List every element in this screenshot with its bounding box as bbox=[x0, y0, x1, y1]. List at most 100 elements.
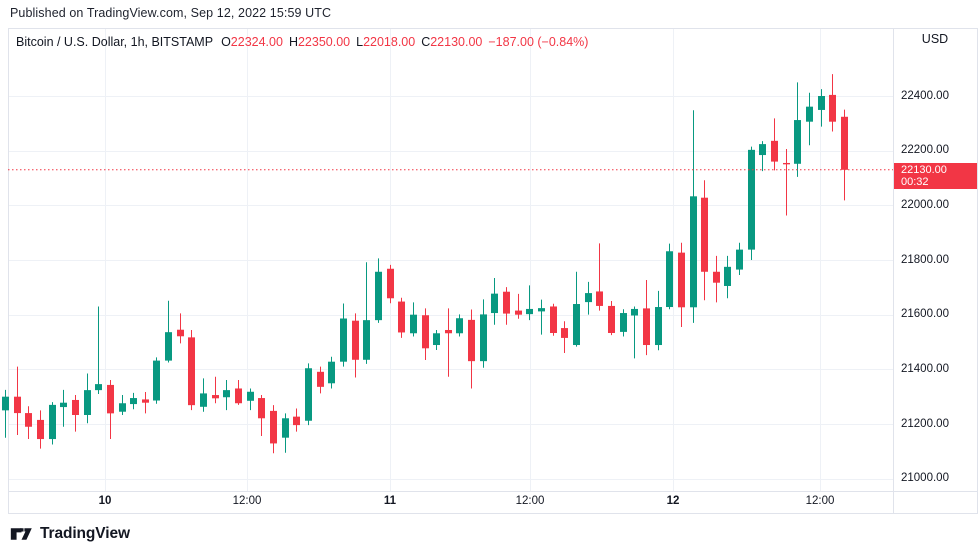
candle-body bbox=[410, 314, 417, 334]
legend-symbol: Bitcoin / U.S. Dollar, 1h, BITSTAMP bbox=[16, 35, 214, 49]
candle-body bbox=[293, 416, 300, 426]
candle-body bbox=[165, 332, 172, 361]
candle-body bbox=[456, 318, 463, 334]
candle-body bbox=[480, 314, 487, 362]
time-tick-label: 12:00 bbox=[232, 495, 262, 507]
candle-body bbox=[177, 329, 184, 337]
candle-body bbox=[608, 305, 615, 333]
candle-body bbox=[783, 162, 790, 165]
candle-body bbox=[340, 318, 347, 362]
candle-body bbox=[736, 249, 743, 270]
time-tick-label: 10 bbox=[98, 495, 112, 507]
candle-body bbox=[387, 268, 394, 299]
candle-body bbox=[503, 291, 510, 314]
candle-body bbox=[713, 271, 720, 283]
candle-body bbox=[247, 391, 254, 401]
candle-body bbox=[282, 418, 289, 438]
time-tick-label: 12 bbox=[666, 495, 680, 507]
candle-body bbox=[585, 293, 592, 303]
candle-body bbox=[433, 333, 440, 346]
chart-legend: Bitcoin / U.S. Dollar, 1h, BITSTAMP O2232… bbox=[16, 35, 588, 51]
candle-body bbox=[678, 252, 685, 308]
candle-body bbox=[14, 396, 21, 414]
candle-body bbox=[95, 384, 102, 391]
candle-body bbox=[468, 319, 475, 362]
candle-body bbox=[759, 144, 766, 156]
candle-body bbox=[748, 149, 755, 250]
candle-body bbox=[375, 271, 382, 321]
candle-body bbox=[538, 308, 545, 312]
badge-countdown: 00:32 bbox=[901, 175, 929, 188]
candle-body bbox=[573, 304, 580, 346]
candle-body bbox=[119, 403, 126, 412]
candle-body bbox=[153, 360, 160, 401]
candle-body bbox=[398, 301, 405, 333]
candle-body bbox=[188, 337, 195, 406]
candle-body bbox=[352, 320, 359, 360]
candle-body bbox=[806, 106, 813, 122]
candle-body bbox=[701, 197, 708, 272]
legend-ohlc-item: H22350.00 bbox=[288, 35, 351, 49]
candle-body bbox=[49, 404, 56, 440]
candle-body bbox=[596, 291, 603, 306]
time-tick-label: 11 bbox=[383, 495, 397, 507]
candle-body bbox=[445, 329, 452, 334]
candle-body bbox=[317, 371, 324, 387]
candle-body bbox=[829, 94, 836, 122]
published-bar-text: Published on TradingView.com, Sep 12, 20… bbox=[10, 6, 332, 20]
candle-body bbox=[631, 308, 638, 316]
price-tick-label: 21200.00 bbox=[901, 417, 949, 430]
tradingview-logo[interactable]: TradingView bbox=[10, 524, 130, 544]
candle-body bbox=[771, 140, 778, 162]
price-tick-label: 22200.00 bbox=[901, 144, 949, 157]
candle-body bbox=[25, 413, 32, 427]
candle-body bbox=[655, 307, 662, 346]
candle-body bbox=[515, 310, 522, 315]
candle-body bbox=[305, 368, 312, 421]
candle-body bbox=[491, 293, 498, 314]
candle-body bbox=[724, 266, 731, 286]
candle-body bbox=[841, 116, 848, 170]
candle-body bbox=[84, 390, 91, 415]
price-tick-label: 22400.00 bbox=[901, 89, 949, 102]
candle-body bbox=[363, 320, 370, 360]
candle-body bbox=[690, 196, 697, 308]
candle-body bbox=[2, 396, 9, 411]
candle-body bbox=[818, 96, 825, 110]
candle-body bbox=[270, 410, 277, 444]
currency-label: USD bbox=[921, 32, 949, 46]
tradingview-logo-icon bbox=[10, 528, 32, 540]
legend-ohlc-item: L22018.00 bbox=[356, 35, 416, 49]
candle-body bbox=[72, 399, 79, 415]
legend-ohlc-item: O22324.00 bbox=[221, 35, 283, 49]
time-tick-label: 12:00 bbox=[805, 495, 835, 507]
candle-body bbox=[794, 120, 801, 164]
candle-body bbox=[235, 388, 242, 404]
legend-change: −187.00 (−0.84%) bbox=[488, 35, 589, 49]
legend-ohlc-values: O22324.00 H22350.00 L22018.00 C22130.00 bbox=[221, 35, 488, 49]
candle-body bbox=[142, 399, 149, 403]
candle-body bbox=[130, 398, 137, 405]
candle-body bbox=[620, 313, 627, 332]
last-price-badge: 22130.00 00:32 bbox=[894, 162, 977, 189]
time-tick-label: 12:00 bbox=[515, 495, 545, 507]
candle-body bbox=[561, 328, 568, 338]
price-tick-label: 21000.00 bbox=[901, 472, 949, 485]
legend-ohlc-item: C22130.00 bbox=[421, 35, 483, 49]
candle-body bbox=[550, 306, 557, 333]
candle-body bbox=[328, 361, 335, 384]
candle-body bbox=[212, 395, 219, 399]
candle-body bbox=[422, 315, 429, 349]
candle-body bbox=[258, 398, 265, 419]
badge-price: 22130.00 bbox=[901, 163, 947, 176]
candle-body bbox=[223, 390, 230, 398]
price-tick-label: 21600.00 bbox=[901, 308, 949, 321]
price-tick-label: 21800.00 bbox=[901, 253, 949, 266]
candle-body bbox=[526, 308, 533, 315]
candle-body bbox=[666, 251, 673, 308]
candle-body bbox=[643, 308, 650, 346]
price-tick-label: 22000.00 bbox=[901, 198, 949, 211]
candle-body bbox=[107, 384, 114, 414]
tradingview-logo-text: TradingView bbox=[40, 525, 130, 542]
